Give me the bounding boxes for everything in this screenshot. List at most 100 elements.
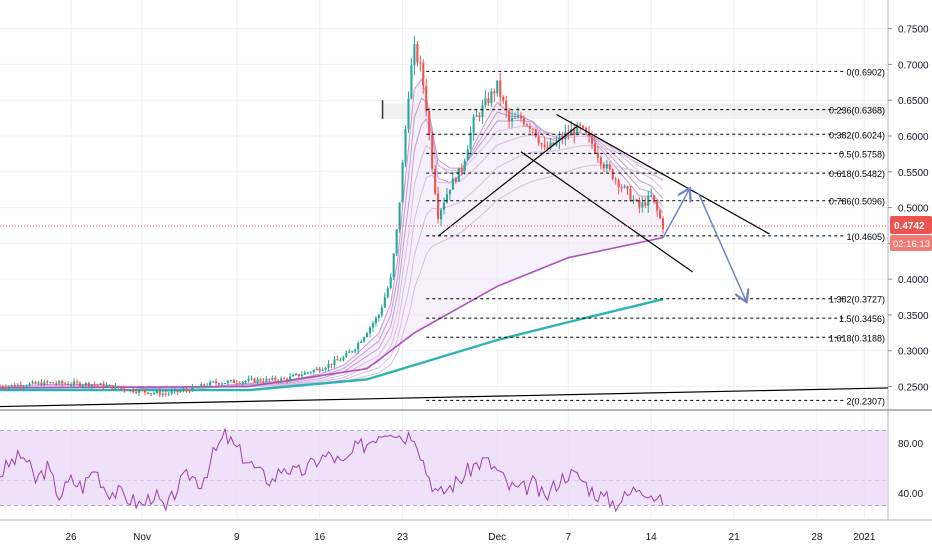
x-tick-label: 16 bbox=[314, 532, 326, 543]
candle-body bbox=[64, 383, 67, 385]
candle-body bbox=[487, 98, 490, 104]
candle-body bbox=[398, 202, 401, 230]
candle-body bbox=[117, 386, 120, 388]
candle-body bbox=[377, 315, 380, 318]
candle-body bbox=[543, 144, 546, 147]
candle-body bbox=[37, 382, 40, 384]
candle-body bbox=[105, 385, 108, 388]
candle-body bbox=[93, 384, 96, 386]
candle-body bbox=[40, 382, 43, 386]
trend-line bbox=[520, 151, 693, 273]
candle-body bbox=[407, 98, 410, 129]
candle-body bbox=[611, 169, 614, 180]
candle-body bbox=[55, 383, 58, 385]
candle-body bbox=[342, 357, 345, 361]
candle-body bbox=[540, 143, 543, 145]
candle-body bbox=[499, 80, 502, 98]
candle-body bbox=[585, 127, 588, 133]
candle-body bbox=[656, 201, 659, 211]
candle-body bbox=[371, 323, 374, 328]
candle-body bbox=[141, 390, 144, 392]
candle-body bbox=[194, 386, 197, 388]
trend-line bbox=[0, 387, 889, 408]
x-tick-label: 2021 bbox=[853, 532, 876, 543]
candle-body bbox=[555, 141, 558, 146]
candle-body bbox=[590, 135, 594, 144]
candle-body bbox=[528, 125, 531, 129]
candle-body bbox=[460, 167, 463, 171]
candle-body bbox=[534, 129, 537, 137]
candle-body bbox=[653, 195, 656, 202]
candle-body bbox=[662, 218, 665, 230]
candle-body bbox=[451, 178, 454, 190]
candle-body bbox=[404, 128, 407, 163]
x-tick-label: 26 bbox=[65, 532, 77, 543]
candle-body bbox=[641, 202, 644, 208]
candle-body bbox=[87, 383, 90, 387]
candle-body bbox=[516, 115, 520, 118]
candle-body bbox=[22, 386, 25, 388]
candle-body bbox=[505, 100, 508, 111]
candle-body bbox=[206, 385, 209, 387]
candle-body bbox=[519, 115, 522, 119]
candle-body bbox=[442, 202, 446, 210]
fib-level-label: 0.786(0.5096) bbox=[829, 197, 885, 207]
candle-body bbox=[247, 379, 250, 382]
candle-body bbox=[176, 389, 179, 392]
ribbon-fill bbox=[0, 79, 664, 392]
candle-body bbox=[599, 157, 602, 165]
fib-level-label: 0.5(0.5758) bbox=[839, 149, 885, 159]
candle-body bbox=[644, 202, 647, 206]
candle-body bbox=[522, 118, 525, 125]
candle-body bbox=[546, 146, 549, 149]
rsi-tick-label: 40.00 bbox=[898, 489, 923, 500]
candle-body bbox=[170, 391, 173, 394]
candle-body bbox=[31, 381, 34, 384]
price-tag bbox=[890, 216, 932, 235]
candle-body bbox=[502, 97, 505, 101]
candle-body bbox=[351, 351, 354, 353]
x-tick-label: 14 bbox=[646, 532, 658, 543]
candle-body bbox=[324, 368, 327, 370]
x-tick-label: 28 bbox=[811, 532, 823, 543]
candle-body bbox=[274, 377, 277, 381]
candle-body bbox=[58, 381, 61, 384]
candle-body bbox=[478, 115, 481, 117]
candle-body bbox=[283, 378, 286, 380]
rsi-pane: 80.00 40.00 bbox=[0, 428, 923, 513]
candle-body bbox=[413, 44, 416, 66]
candle-body bbox=[253, 378, 256, 383]
candle-body bbox=[437, 193, 440, 220]
candle-body bbox=[49, 382, 52, 384]
candle-body bbox=[235, 382, 238, 384]
candle-body bbox=[626, 186, 629, 189]
candle-body bbox=[635, 199, 638, 201]
candle-body bbox=[265, 378, 268, 382]
candle-body bbox=[70, 384, 73, 386]
candle-body bbox=[537, 136, 540, 144]
candle-body bbox=[256, 379, 259, 383]
candle-body bbox=[614, 179, 617, 181]
candle-body bbox=[508, 110, 511, 122]
candle-body bbox=[484, 98, 487, 106]
candle-body bbox=[182, 389, 185, 391]
candle-body bbox=[144, 390, 147, 393]
candle-body bbox=[475, 115, 478, 117]
candle-body bbox=[289, 376, 292, 381]
candle-body bbox=[469, 132, 472, 150]
fib-level-label: 1(0.4605) bbox=[846, 232, 885, 242]
candle-body bbox=[158, 391, 161, 395]
candle-body bbox=[440, 209, 443, 220]
candle-body bbox=[28, 383, 31, 386]
candle-body bbox=[146, 392, 150, 394]
candle-body bbox=[374, 317, 377, 324]
projection-arrow bbox=[697, 192, 746, 300]
candle-body bbox=[218, 383, 221, 385]
candle-body bbox=[197, 386, 200, 388]
candle-body bbox=[481, 105, 484, 117]
candle-body bbox=[321, 369, 324, 372]
x-tick-label: Dec bbox=[488, 532, 506, 543]
candle-body bbox=[173, 389, 176, 392]
y-tick-label: 0.6000 bbox=[898, 132, 929, 143]
